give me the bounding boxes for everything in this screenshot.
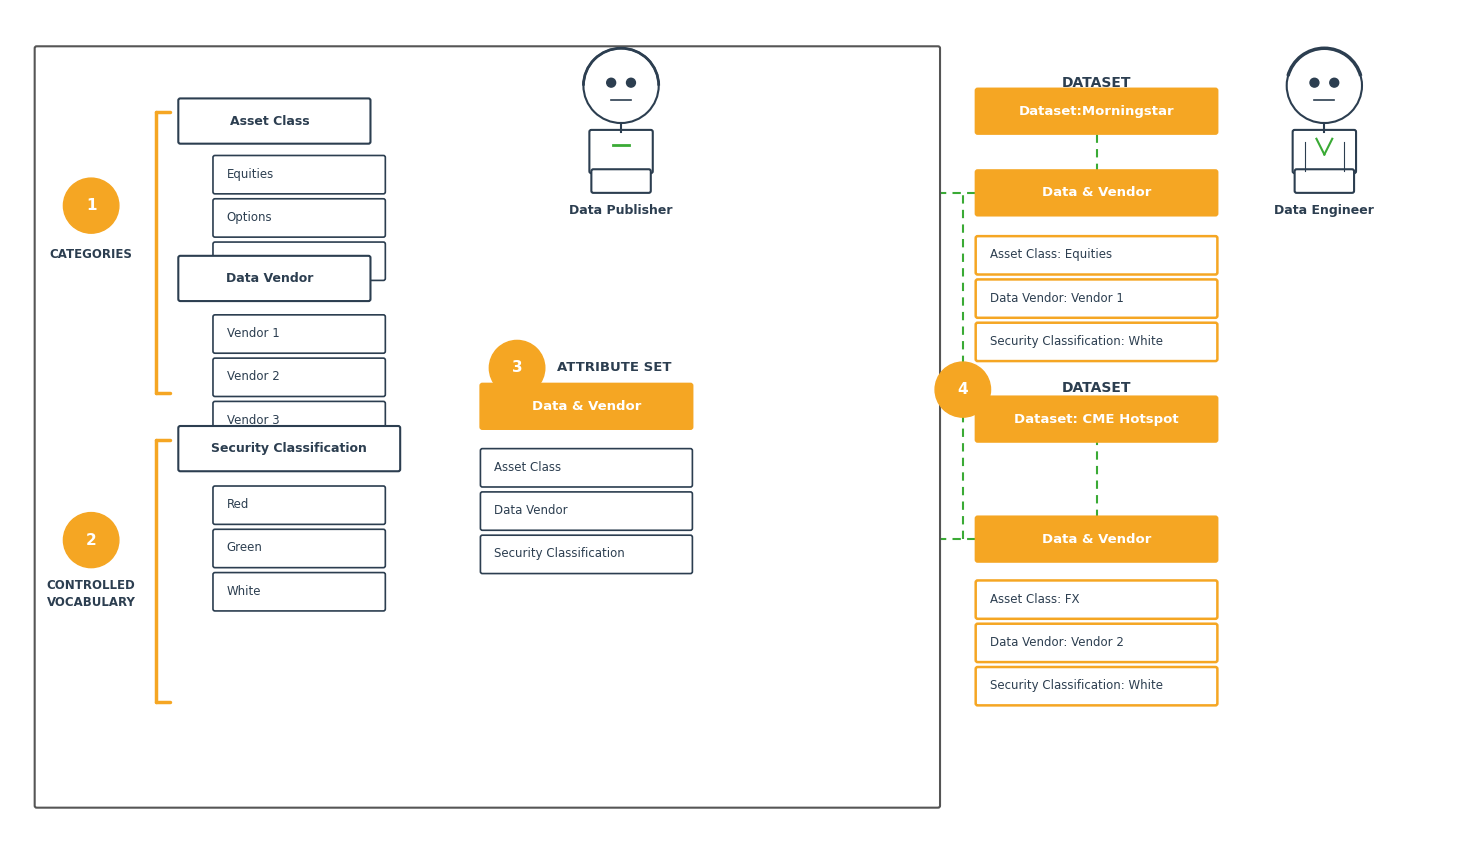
Circle shape xyxy=(63,178,119,233)
FancyBboxPatch shape xyxy=(976,236,1218,274)
Text: Asset Class: Equities: Asset Class: Equities xyxy=(990,248,1112,262)
Text: 3: 3 xyxy=(512,360,522,376)
FancyBboxPatch shape xyxy=(213,486,386,524)
FancyBboxPatch shape xyxy=(976,516,1218,561)
Text: Options: Options xyxy=(227,211,273,224)
FancyBboxPatch shape xyxy=(976,170,1218,216)
FancyBboxPatch shape xyxy=(480,492,692,530)
Text: Data Vendor: Vendor 2: Data Vendor: Vendor 2 xyxy=(990,636,1124,649)
Text: Data & Vendor: Data & Vendor xyxy=(1042,187,1152,199)
Text: DATASET: DATASET xyxy=(1062,381,1131,394)
FancyBboxPatch shape xyxy=(480,383,692,429)
FancyBboxPatch shape xyxy=(591,170,651,193)
FancyBboxPatch shape xyxy=(213,315,386,354)
Circle shape xyxy=(63,513,119,567)
FancyBboxPatch shape xyxy=(976,580,1218,619)
FancyBboxPatch shape xyxy=(480,535,692,573)
FancyBboxPatch shape xyxy=(179,426,400,471)
Text: CATEGORIES: CATEGORIES xyxy=(50,248,132,262)
Text: Equities: Equities xyxy=(227,168,274,181)
Text: Security Classification: White: Security Classification: White xyxy=(990,335,1162,348)
Text: ATTRIBUTE SET: ATTRIBUTE SET xyxy=(556,361,672,375)
Text: Data & Vendor: Data & Vendor xyxy=(531,400,641,413)
Circle shape xyxy=(1329,78,1339,87)
Text: Dataset:Morningstar: Dataset:Morningstar xyxy=(1018,105,1175,118)
Text: Security Classification: White: Security Classification: White xyxy=(990,679,1162,692)
Text: Asset Class: Asset Class xyxy=(494,461,562,474)
Text: Red: Red xyxy=(227,498,249,511)
FancyBboxPatch shape xyxy=(976,624,1218,662)
Circle shape xyxy=(1287,49,1361,123)
Text: Green: Green xyxy=(227,542,263,555)
Text: Asset Class: Asset Class xyxy=(230,114,310,128)
Circle shape xyxy=(607,78,616,87)
Text: Data Engineer: Data Engineer xyxy=(1275,204,1375,217)
FancyBboxPatch shape xyxy=(213,401,386,440)
FancyBboxPatch shape xyxy=(976,89,1218,134)
FancyBboxPatch shape xyxy=(213,358,386,396)
Circle shape xyxy=(934,362,990,417)
FancyBboxPatch shape xyxy=(213,529,386,567)
Text: 2: 2 xyxy=(85,532,97,548)
Text: Data Publisher: Data Publisher xyxy=(569,204,673,217)
Text: Data Vendor: Data Vendor xyxy=(226,272,312,285)
FancyBboxPatch shape xyxy=(976,323,1218,361)
Circle shape xyxy=(584,49,659,123)
Text: White: White xyxy=(227,584,261,598)
Text: Dataset: CME Hotspot: Dataset: CME Hotspot xyxy=(1014,412,1179,426)
FancyBboxPatch shape xyxy=(213,242,386,280)
Circle shape xyxy=(626,78,635,87)
Text: CONTROLLED
VOCABULARY: CONTROLLED VOCABULARY xyxy=(47,579,135,609)
Text: Vendor 3: Vendor 3 xyxy=(227,413,280,427)
Text: Vendor 1: Vendor 1 xyxy=(227,327,280,340)
Circle shape xyxy=(1310,78,1319,87)
Text: Security Classification: Security Classification xyxy=(211,442,367,455)
Circle shape xyxy=(490,341,544,395)
FancyBboxPatch shape xyxy=(35,46,940,808)
FancyBboxPatch shape xyxy=(213,155,386,194)
FancyBboxPatch shape xyxy=(976,279,1218,318)
FancyBboxPatch shape xyxy=(213,573,386,611)
FancyBboxPatch shape xyxy=(480,449,692,487)
FancyBboxPatch shape xyxy=(179,256,371,301)
Text: Security Classification: Security Classification xyxy=(494,547,625,561)
FancyBboxPatch shape xyxy=(179,99,371,144)
FancyBboxPatch shape xyxy=(590,130,653,173)
Text: FX: FX xyxy=(227,254,242,268)
FancyBboxPatch shape xyxy=(1292,130,1356,173)
Text: Vendor 2: Vendor 2 xyxy=(227,371,280,383)
FancyBboxPatch shape xyxy=(213,199,386,237)
Text: DATASET: DATASET xyxy=(1062,76,1131,89)
Text: 1: 1 xyxy=(87,199,97,213)
FancyBboxPatch shape xyxy=(976,667,1218,705)
Text: Data Vendor: Vendor 1: Data Vendor: Vendor 1 xyxy=(990,291,1124,305)
FancyBboxPatch shape xyxy=(976,396,1218,441)
Text: Data Vendor: Data Vendor xyxy=(494,504,568,517)
Text: Data & Vendor: Data & Vendor xyxy=(1042,532,1152,545)
Text: Asset Class: FX: Asset Class: FX xyxy=(990,593,1080,606)
FancyBboxPatch shape xyxy=(1295,170,1354,193)
Text: 4: 4 xyxy=(958,382,968,397)
